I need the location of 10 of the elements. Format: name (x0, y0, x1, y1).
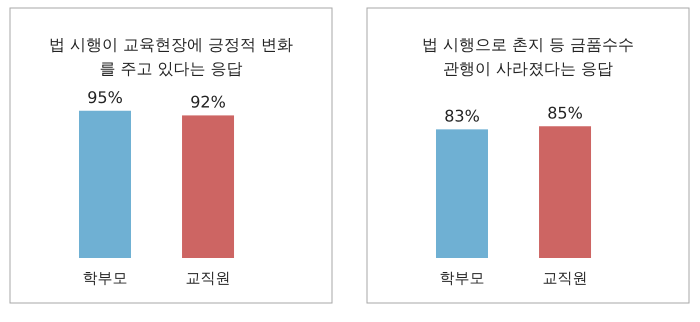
x-tick-label: 학부모 (82, 269, 128, 287)
x-tick-label: 학부모 (439, 269, 484, 287)
data-label: 92% (190, 92, 226, 112)
chart-title: 법 시행이 교육현장에 긍정적 변화 를 주고 있다는 응답 (48, 35, 294, 78)
chart-title: 법 시행으로 촌지 등 금품수수 관행이 사라졌다는 응답 (422, 35, 634, 78)
data-label: 95% (87, 88, 123, 107)
data-label: 83% (444, 106, 480, 126)
data-label: 85% (547, 103, 583, 122)
x-tick-label: 교직원 (542, 269, 588, 287)
x-tick-label: 교직원 (186, 269, 231, 287)
